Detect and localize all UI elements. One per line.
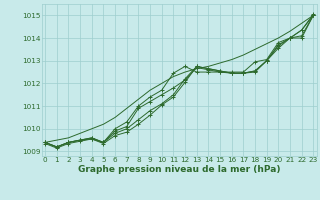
X-axis label: Graphe pression niveau de la mer (hPa): Graphe pression niveau de la mer (hPa) [78,165,280,174]
